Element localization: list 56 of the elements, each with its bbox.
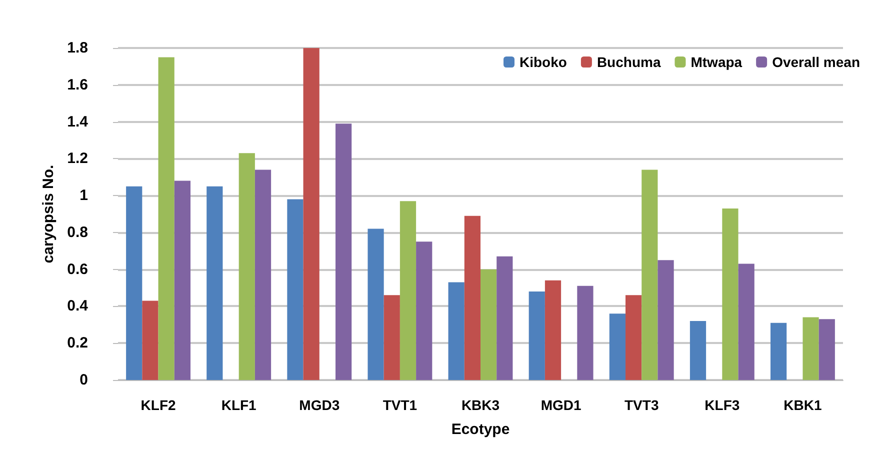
y-tick-label: 0	[80, 372, 88, 388]
y-tick-label: 1.8	[67, 40, 88, 56]
y-tick-label: 1.2	[67, 150, 88, 168]
y-tick-label: 1.6	[67, 76, 88, 94]
bar	[464, 216, 480, 380]
bar	[690, 320, 706, 380]
bar	[496, 256, 513, 380]
y-tick-label: 0.4	[67, 298, 89, 315]
bar	[416, 242, 432, 380]
x-tick-label: KLF1	[221, 397, 257, 413]
bar	[577, 286, 594, 380]
bar	[384, 295, 400, 380]
x-tick-label: MGD1	[540, 397, 582, 413]
bar	[818, 319, 835, 380]
bar	[722, 208, 738, 380]
bar	[400, 201, 416, 380]
bar	[206, 186, 223, 380]
bar	[336, 124, 352, 380]
x-tick-label: KBK3	[461, 397, 500, 413]
x-tick-label: KBK1	[784, 397, 822, 413]
bar	[609, 314, 626, 380]
x-tick-label: MGD3	[299, 397, 340, 413]
legend-label: Kiboko	[519, 54, 567, 70]
x-tick-label: TVT3	[624, 397, 659, 413]
legend-label: Mtwapa	[690, 54, 742, 70]
y-tick-label: 1.4	[67, 113, 89, 130]
x-tick-label: KLF2	[140, 397, 176, 413]
bar	[142, 300, 158, 380]
bar	[658, 260, 674, 380]
bar	[528, 291, 545, 380]
legend-label: Overall mean	[772, 54, 860, 70]
bar	[287, 199, 304, 380]
y-tick-label: 0.8	[67, 224, 88, 241]
bar	[126, 186, 142, 380]
y-tick-label: 1	[80, 187, 88, 204]
bar	[368, 228, 384, 380]
y-axis-title: caryopsis No.	[40, 164, 58, 264]
bar	[802, 317, 819, 380]
x-axis-title: Ecotype	[451, 421, 510, 438]
bar	[544, 280, 562, 380]
x-tick-label: TVT1	[382, 397, 418, 413]
bar	[480, 269, 497, 380]
bar	[158, 57, 174, 380]
bar	[238, 153, 255, 380]
legend-label: Buchuma	[596, 54, 661, 70]
bar	[642, 170, 658, 380]
bar	[254, 170, 272, 380]
y-tick-label: 0.2	[67, 334, 88, 352]
bar	[738, 264, 754, 380]
y-tick-label: 0.6	[67, 260, 88, 278]
bar	[626, 295, 642, 380]
bar	[303, 48, 320, 380]
x-tick-label: KLF3	[704, 397, 740, 413]
bar	[770, 322, 787, 380]
bar	[174, 180, 190, 380]
bar	[448, 282, 464, 380]
